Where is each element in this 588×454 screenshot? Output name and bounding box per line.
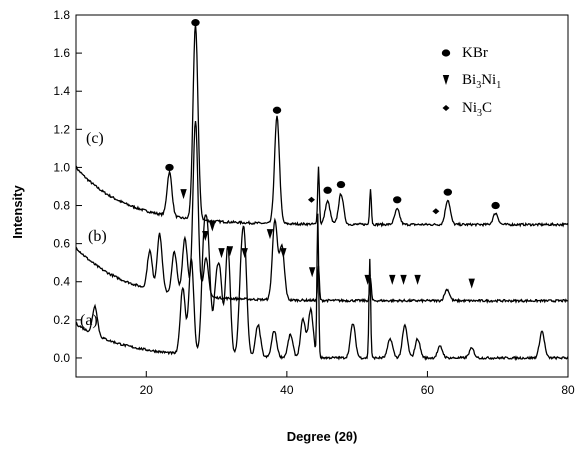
series-line-2: [75, 213, 569, 362]
peak-markers: [165, 19, 500, 289]
circle-marker: [443, 188, 453, 196]
x-axis-label: Degree (2θ): [287, 429, 358, 444]
circle-marker: [191, 19, 200, 27]
series-label: (c): [86, 130, 104, 147]
circle-marker: [393, 196, 402, 204]
triangle-down-marker: [414, 274, 421, 285]
y-tick-label: 0.0: [53, 351, 70, 365]
x-tick-label: 80: [561, 383, 575, 397]
series-label: (b): [88, 228, 107, 245]
series-labels: (c) (b) (a): [80, 130, 107, 329]
y-tick-label: 0.6: [53, 237, 70, 251]
triangle-down-marker: [400, 274, 407, 285]
diamond-marker: [307, 196, 315, 203]
legend-label: KBr: [462, 45, 488, 61]
y-tick-label: 0.2: [53, 313, 70, 327]
triangle-down-marker: [209, 221, 216, 232]
circle-marker: [165, 163, 174, 172]
y-tick-label: 1.2: [53, 122, 70, 136]
series-line-0: [75, 24, 569, 228]
triangle-down-marker: [266, 229, 274, 240]
triangle-down-marker: [226, 246, 234, 257]
x-tick-label: 60: [421, 383, 435, 397]
y-tick-label: 1.4: [53, 84, 70, 98]
triangle-down-marker: [468, 278, 475, 289]
circle-legend-icon: [441, 49, 451, 57]
triangle-down-marker: [364, 274, 371, 285]
y-axis-label: Intensity: [10, 185, 25, 239]
legend-label: Bi3Ni1: [462, 72, 501, 91]
y-tick-label: 0.8: [53, 199, 70, 213]
y-tick-label: 1.0: [53, 160, 70, 174]
series-line-1: [75, 121, 569, 304]
plot-area-border: [75, 14, 569, 378]
plot-frame: [75, 14, 569, 378]
triangle-down-marker: [218, 248, 225, 259]
y-tick-label: 1.8: [53, 8, 70, 22]
circle-marker: [336, 180, 346, 189]
legend: KBr Bi3Ni1 Ni3C: [441, 45, 501, 119]
triangle-down-marker: [308, 267, 316, 278]
y-axis-ticks: 0.0 0.2 0.4 0.6 0.8 1.0 1.2 1.4 1.6 1.8: [53, 8, 82, 365]
triangle-down-marker: [202, 231, 209, 242]
series-label: (a): [80, 312, 98, 329]
circle-marker: [323, 186, 332, 194]
y-tick-label: 1.6: [53, 46, 70, 60]
diamond-marker: [432, 208, 440, 215]
circle-marker: [491, 201, 500, 210]
legend-label: Ni3C: [462, 100, 492, 119]
y-tick-label: 0.4: [53, 275, 70, 289]
triangle-down-marker: [389, 274, 396, 285]
diamond-legend-icon: [442, 105, 450, 111]
x-axis-ticks: 20 40 60 80: [140, 371, 575, 397]
triangle-down-legend-icon: [442, 75, 450, 85]
series-layer: [75, 24, 569, 362]
circle-marker: [272, 106, 282, 114]
x-tick-label: 20: [140, 383, 154, 397]
triangle-down-marker: [241, 248, 248, 259]
x-tick-label: 40: [280, 383, 294, 397]
triangle-down-marker: [280, 248, 287, 259]
triangle-down-marker: [180, 189, 187, 200]
